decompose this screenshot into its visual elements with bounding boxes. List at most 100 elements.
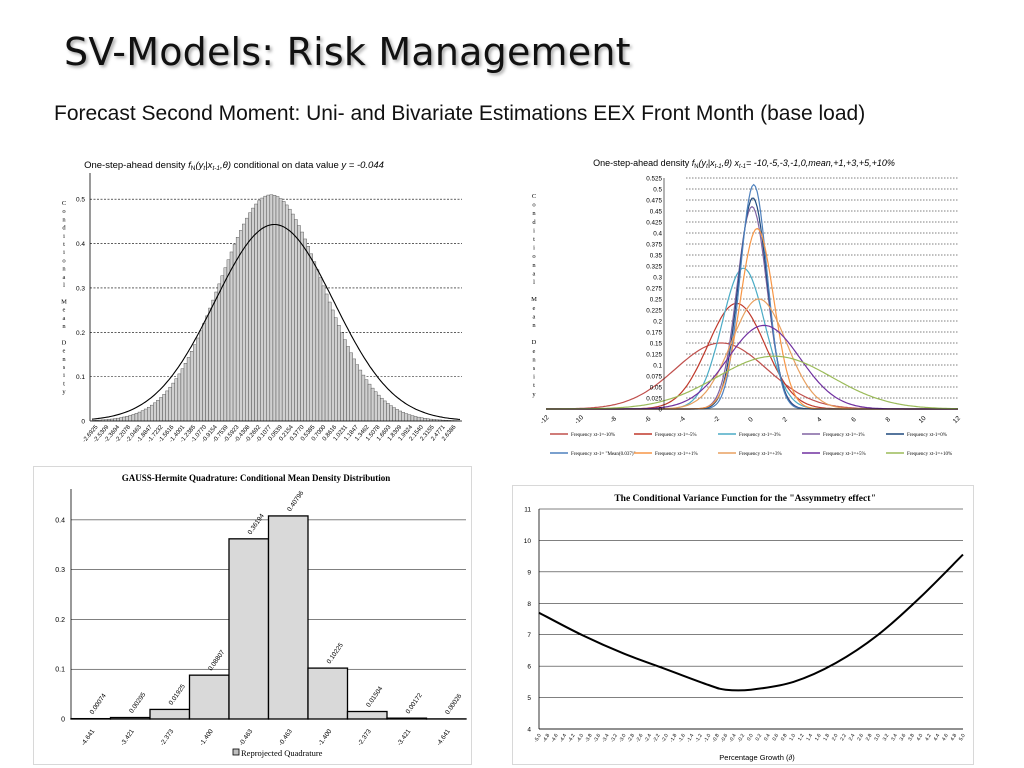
histogram-bar xyxy=(392,407,396,422)
x-tick-label: 1.6 xyxy=(814,733,823,742)
histogram-bar xyxy=(128,415,133,422)
x-tick-label: 4 xyxy=(816,416,824,424)
y-label-char: e xyxy=(63,348,66,355)
quadrature-bar xyxy=(228,538,270,720)
x-tick-label: -4.8 xyxy=(542,733,552,744)
x-tick-label: -2 xyxy=(712,415,721,424)
y-label-char: n xyxy=(62,356,66,363)
x-tick-label: -1.4 xyxy=(686,733,696,744)
histogram-bar xyxy=(318,277,323,422)
bar-value-label: 0.00172 xyxy=(405,692,424,716)
bar-value-label: 0.08807 xyxy=(207,649,226,673)
y-tick-label: 0.1 xyxy=(55,667,65,674)
y-tick-label: 0.15 xyxy=(650,340,663,347)
histogram-bar xyxy=(377,394,381,422)
x-tick-label: 0 xyxy=(747,416,755,424)
y-tick-label: 0.25 xyxy=(650,296,663,303)
histogram-bar xyxy=(254,203,258,422)
x-tick-label: 3.0 xyxy=(873,733,882,742)
y-tick-label: 0.025 xyxy=(646,395,662,402)
y-label-char: a xyxy=(63,274,66,281)
y-tick-label: 0.1 xyxy=(76,374,85,381)
x-tick-label: -2.6 xyxy=(635,733,645,744)
histogram-bar xyxy=(291,213,295,422)
histogram-bar xyxy=(303,238,307,422)
histogram-bar xyxy=(119,417,123,422)
histogram-bar xyxy=(361,374,366,422)
y-label-char: a xyxy=(63,315,66,322)
x-tick-label: -4.2 xyxy=(567,733,577,744)
histogram-bar xyxy=(162,394,166,422)
chart-title: GAUSS-Hermite Quadrature: Conditional Me… xyxy=(122,473,391,483)
y-tick-label: 5 xyxy=(527,695,531,702)
legend-label: Reprojected Quadrature xyxy=(241,748,323,758)
y-tick-label: 0.5 xyxy=(76,197,85,204)
normal-density-curve xyxy=(91,223,461,420)
histogram-bar xyxy=(389,405,393,422)
legend-label: Frequency xt-1=+5% xyxy=(823,452,866,457)
density-line xyxy=(546,324,958,410)
x-tick-label: -1.2 xyxy=(694,733,704,744)
x-tick-label: 3.4 xyxy=(890,733,899,742)
y-label-char: d xyxy=(532,219,536,226)
density-line xyxy=(546,183,958,410)
y-tick-label: 0.375 xyxy=(646,241,662,248)
y-tick-label: 10 xyxy=(524,538,532,545)
y-label-char: s xyxy=(63,364,66,371)
x-tick-label: 2.0 xyxy=(831,733,840,742)
x-tick-label: -2.0 xyxy=(660,733,670,744)
y-tick-label: 0.475 xyxy=(646,197,662,204)
bar-value-label: 0.00295 xyxy=(128,691,147,715)
histogram-bar xyxy=(284,204,289,422)
y-tick-label: 0.45 xyxy=(650,208,663,215)
histogram-bar xyxy=(134,413,139,422)
y-label-char: d xyxy=(62,225,66,232)
quadrature-bar xyxy=(307,667,349,720)
x-tick-label: -0.2 xyxy=(737,733,747,744)
x-tick-label: 12 xyxy=(952,415,962,425)
histogram-bar xyxy=(248,212,252,422)
histogram-bar xyxy=(367,383,372,422)
legend-label: Frequency xt-1=-5% xyxy=(655,433,697,438)
histogram-bar xyxy=(122,416,126,422)
x-tick-label: -1.400 xyxy=(199,728,216,747)
histogram-bar xyxy=(269,194,274,422)
y-label-char: i xyxy=(63,233,65,240)
y-tick-label: 7 xyxy=(527,632,531,639)
bar-value-label: 0.00074 xyxy=(89,692,108,716)
histogram-bar xyxy=(260,197,264,422)
histogram-bar xyxy=(177,373,182,422)
y-tick-label: 0.275 xyxy=(646,285,662,292)
histogram-bar xyxy=(407,414,412,422)
density-histogram-chart: One-step-ahead density fN(yt|xt-1,θ) con… xyxy=(58,153,470,453)
y-label-char: n xyxy=(532,210,536,217)
y-tick-label: 0.2 xyxy=(55,617,65,624)
y-tick-label: 0.2 xyxy=(76,330,85,337)
histogram-bar xyxy=(413,416,418,422)
y-label-char: n xyxy=(532,262,536,269)
y-label-char: y xyxy=(62,389,66,396)
y-label-char: o xyxy=(532,202,535,209)
histogram-bar xyxy=(300,231,304,422)
y-label-char: y xyxy=(532,391,536,398)
histogram-bar xyxy=(165,390,169,422)
bar-value-label: 0.01925 xyxy=(168,683,187,707)
y-label-char: a xyxy=(533,270,536,277)
y-tick-label: 0.075 xyxy=(646,373,662,380)
quadrature-bar xyxy=(188,674,230,720)
histogram-bar xyxy=(346,346,350,422)
x-tick-label: -2.373 xyxy=(159,728,176,747)
x-tick-label: -3.6 xyxy=(593,733,603,744)
y-tick-label: 0.175 xyxy=(646,329,662,336)
conditional-densities-chart: One-step-ahead density fN(yt|xt-1,θ) xt-… xyxy=(522,153,966,463)
x-tick-label: 4.0 xyxy=(916,733,925,742)
y-label-char: i xyxy=(63,249,65,256)
y-tick-label: 0 xyxy=(658,406,662,413)
x-tick-label: -3.421 xyxy=(396,728,413,747)
y-label-char: C xyxy=(62,200,66,207)
y-label-char: o xyxy=(532,253,535,260)
histogram-bar xyxy=(186,357,191,422)
histogram-bar xyxy=(171,382,175,422)
histogram-bar xyxy=(383,400,387,422)
histogram-bar xyxy=(386,403,390,422)
